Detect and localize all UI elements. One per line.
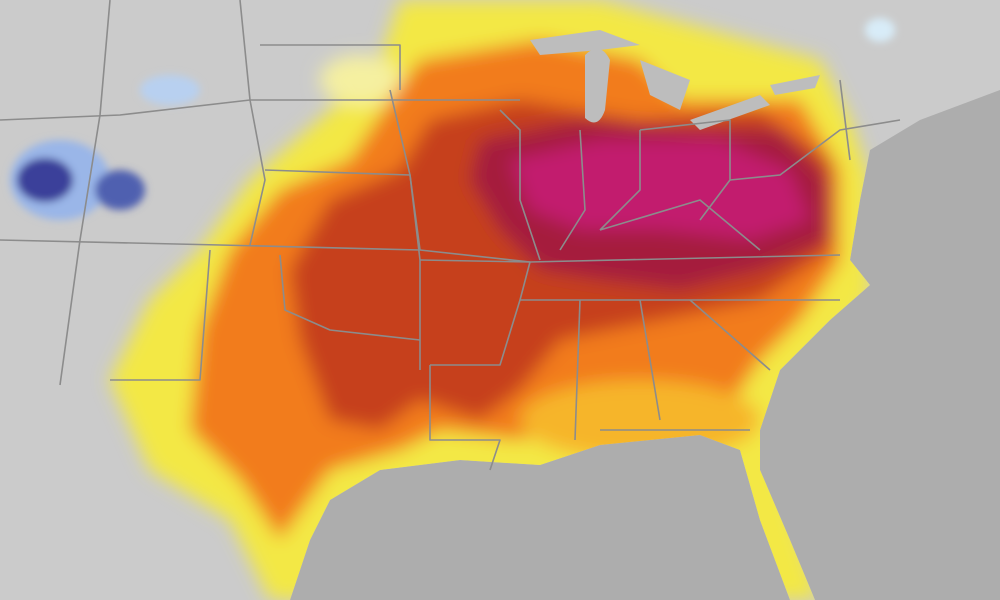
lake-ice	[865, 18, 895, 42]
lake	[640, 60, 690, 110]
state-borders	[0, 0, 901, 471]
border	[559, 129, 586, 251]
border	[639, 119, 731, 221]
border	[499, 109, 541, 261]
lake	[770, 75, 820, 95]
cold-region	[17, 158, 73, 202]
border	[599, 199, 761, 251]
border	[239, 0, 266, 246]
heat-pale	[320, 55, 400, 105]
border	[260, 44, 401, 90]
lake	[690, 95, 770, 130]
cold-region	[95, 170, 145, 210]
border	[429, 365, 501, 471]
great-lakes	[530, 30, 820, 130]
border	[729, 119, 901, 181]
border	[574, 299, 581, 441]
cool-region	[140, 75, 200, 105]
heat-magenta	[510, 140, 810, 240]
border	[279, 254, 421, 341]
border	[59, 0, 111, 386]
border	[839, 79, 851, 161]
cool-spots	[10, 18, 895, 220]
border	[110, 249, 211, 381]
lake	[530, 30, 640, 55]
border	[689, 299, 771, 371]
border	[639, 299, 661, 421]
border	[389, 89, 421, 370]
lake	[585, 48, 610, 123]
border	[599, 130, 641, 231]
